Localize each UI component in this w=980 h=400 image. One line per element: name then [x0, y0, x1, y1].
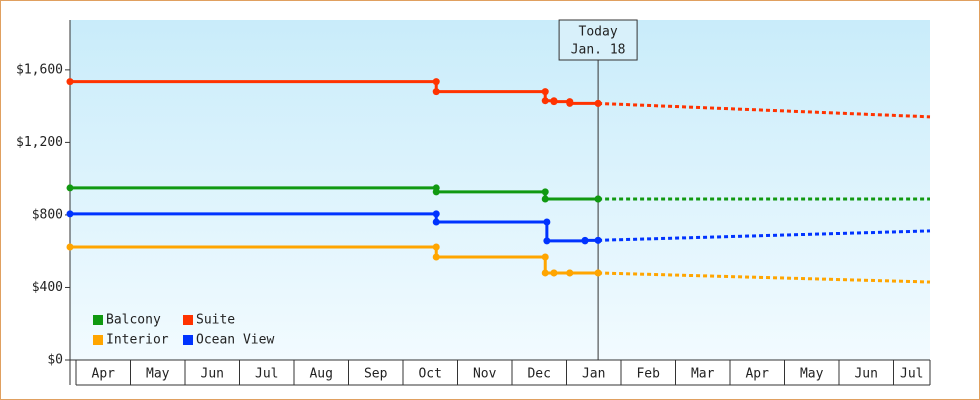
- price-marker: [566, 269, 574, 277]
- x-tick-label: Jul: [900, 367, 923, 382]
- x-tick-label: Dec: [527, 367, 550, 382]
- step-marker: [432, 210, 440, 218]
- forecast-line: [598, 101, 931, 119]
- x-tick-label: May: [146, 367, 170, 382]
- price-marker: [432, 88, 440, 96]
- y-tick-label: $0: [47, 353, 63, 368]
- today-box: [558, 19, 638, 61]
- step-marker: [543, 218, 551, 226]
- price-line: [70, 186, 599, 201]
- price-marker: [432, 253, 440, 261]
- step-marker: [541, 188, 549, 196]
- price-marker: [594, 195, 602, 203]
- step-marker: [541, 88, 549, 96]
- price-marker: [66, 78, 74, 86]
- price-marker: [432, 218, 440, 226]
- legend-swatch: [93, 315, 103, 325]
- x-tick-label: May: [800, 367, 824, 382]
- legend-swatch: [93, 335, 103, 345]
- x-tick-label: Jul: [255, 367, 278, 382]
- x-tick-label: Apr: [745, 367, 769, 382]
- price-marker: [541, 97, 549, 105]
- y-tick-label: $1,600: [16, 62, 63, 77]
- price-marker: [541, 269, 549, 277]
- x-tick-label: Jun: [854, 367, 877, 382]
- x-tick-label: Jun: [201, 367, 224, 382]
- price-marker: [550, 269, 558, 277]
- x-tick-label: Apr: [92, 367, 116, 382]
- y-tick-label: $800: [32, 207, 63, 222]
- y-tick-label: $1,200: [16, 135, 63, 150]
- x-tick-label: Jan: [582, 367, 605, 382]
- price-marker: [541, 195, 549, 203]
- x-tick-label: Aug: [309, 367, 332, 382]
- y-tick-label: $400: [32, 280, 63, 295]
- step-marker: [432, 78, 440, 86]
- price-marker: [66, 184, 74, 192]
- x-tick-label: Feb: [636, 367, 660, 382]
- x-tick-label: Sep: [364, 367, 388, 382]
- x-tick-label: Oct: [418, 367, 441, 382]
- legend-label: Suite: [196, 313, 235, 328]
- price-marker: [594, 99, 602, 107]
- legend-label: Interior: [106, 333, 169, 348]
- price-marker: [581, 236, 589, 244]
- today-label: Today: [579, 25, 618, 40]
- legend-swatch: [183, 335, 193, 345]
- price-marker: [543, 237, 551, 245]
- plot-area: [70, 20, 930, 360]
- price-marker: [550, 98, 558, 106]
- x-tick-label: Mar: [691, 367, 715, 382]
- x-tick-label: Nov: [473, 367, 497, 382]
- price-marker: [594, 236, 602, 244]
- price-marker: [432, 188, 440, 196]
- legend-swatch: [183, 315, 193, 325]
- forecast-line: [598, 229, 931, 242]
- legend-label: Ocean View: [196, 333, 274, 348]
- price-marker: [66, 243, 74, 251]
- price-marker: [594, 269, 602, 277]
- forecast-line: [598, 271, 931, 284]
- price-marker: [66, 210, 74, 218]
- price-marker: [566, 99, 574, 107]
- step-marker: [541, 253, 549, 261]
- step-marker: [432, 243, 440, 251]
- legend-label: Balcony: [106, 313, 161, 328]
- today-date: Jan. 18: [571, 43, 626, 58]
